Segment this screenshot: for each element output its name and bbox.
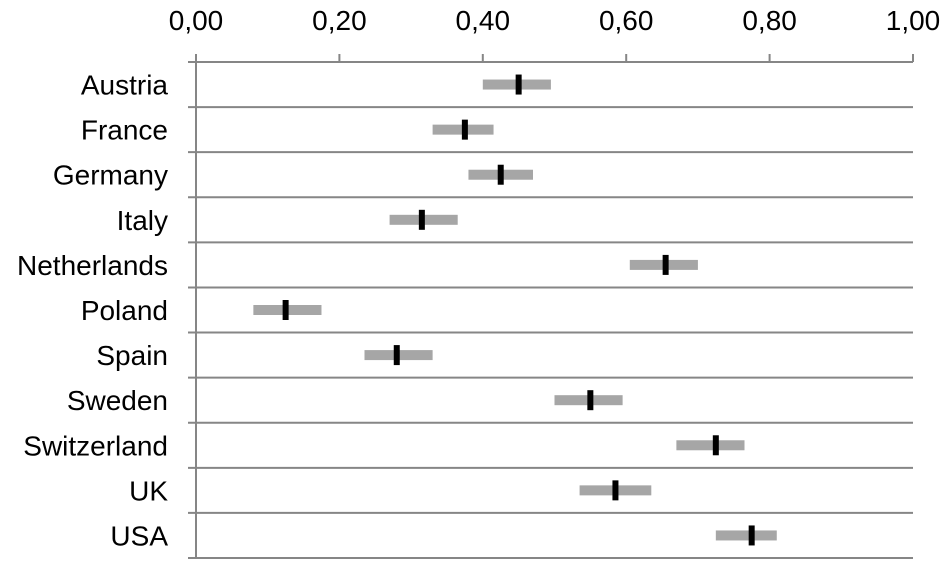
category-label: USA xyxy=(110,520,168,551)
x-tick-labels: 0,00 0,20 0,40 0,60 0,80 1,00 xyxy=(169,5,941,36)
point-marker xyxy=(515,74,522,95)
point-marker xyxy=(662,254,669,275)
point-marker xyxy=(282,300,289,320)
x-tick-label: 1,00 xyxy=(886,5,941,36)
x-tick-label: 0,00 xyxy=(169,5,224,36)
point-marker xyxy=(612,480,619,501)
x-tick-label: 0,60 xyxy=(599,5,654,36)
point-marker xyxy=(393,345,400,366)
interval-bar xyxy=(676,440,745,451)
point-marker xyxy=(587,390,594,411)
point-marker xyxy=(748,525,755,546)
category-label: UK xyxy=(129,475,168,506)
category-label: Spain xyxy=(96,340,168,371)
point-marker xyxy=(418,209,425,230)
category-label: Poland xyxy=(81,295,168,326)
interval-bar xyxy=(715,530,777,541)
category-label: Austria xyxy=(81,70,169,101)
x-tick-label: 0,20 xyxy=(312,5,367,36)
category-label: Netherlands xyxy=(17,250,168,281)
point-marker xyxy=(497,164,504,185)
category-label: Germany xyxy=(53,160,168,191)
gridlines xyxy=(188,61,913,559)
category-label: Italy xyxy=(117,205,168,236)
x-tick-label: 0,40 xyxy=(456,5,511,36)
category-label: Sweden xyxy=(67,385,168,416)
x-tick-label: 0,80 xyxy=(742,5,797,36)
category-label: Switzerland xyxy=(23,430,168,461)
category-labels: Austria France Germany Italy Netherlands Pola… xyxy=(17,70,168,552)
category-label: France xyxy=(81,115,168,146)
point-marker xyxy=(461,119,468,140)
interval-marks xyxy=(253,74,777,546)
point-marker xyxy=(712,435,719,456)
x-axis xyxy=(195,54,914,558)
